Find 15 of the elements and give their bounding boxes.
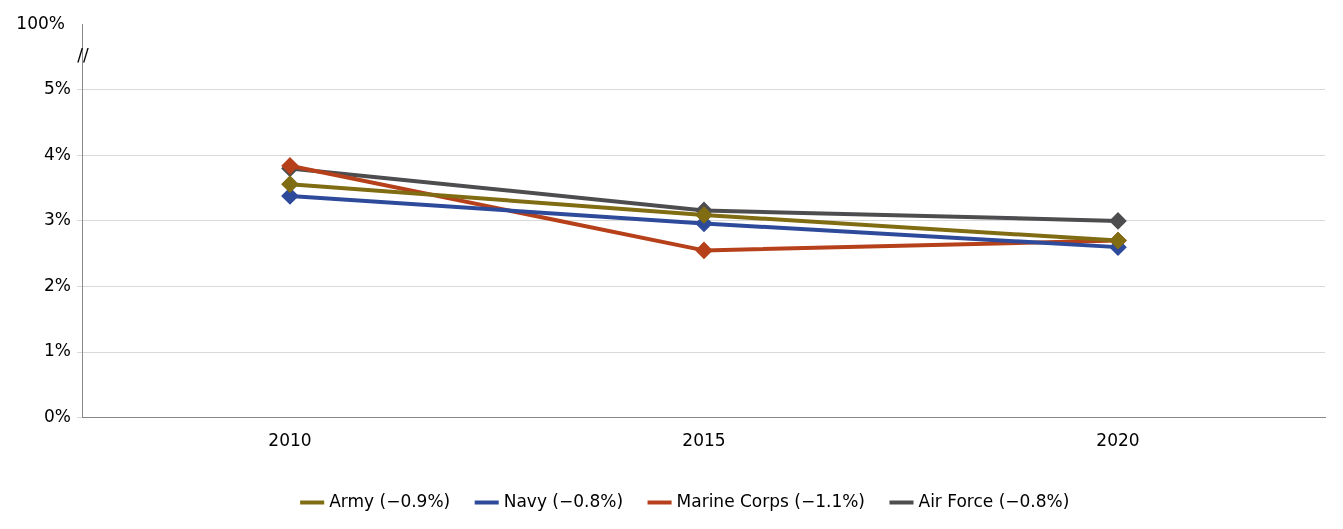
legend-label: Air Force (−0.8%) <box>918 490 1070 511</box>
legend-label: Marine Corps (−1.1%) <box>676 490 866 511</box>
x-tick-label: 2015 <box>682 430 726 451</box>
legend-label: Army (−0.9%) <box>329 490 451 511</box>
y-tick-label: 1% <box>43 340 71 361</box>
x-tick-label: 2010 <box>268 430 312 451</box>
x-tick-label: 2020 <box>1096 430 1140 451</box>
y-tick-label: 3% <box>43 209 71 230</box>
y-tick-label: 4% <box>43 143 71 164</box>
annotation: // <box>77 44 89 65</box>
y-tick-label: 0% <box>43 406 71 427</box>
text: 100% <box>16 12 65 33</box>
y-tick-label: 5% <box>43 78 71 99</box>
y-tick-label: 2% <box>43 274 71 295</box>
legend-label: Navy (−0.8%) <box>503 490 624 511</box>
